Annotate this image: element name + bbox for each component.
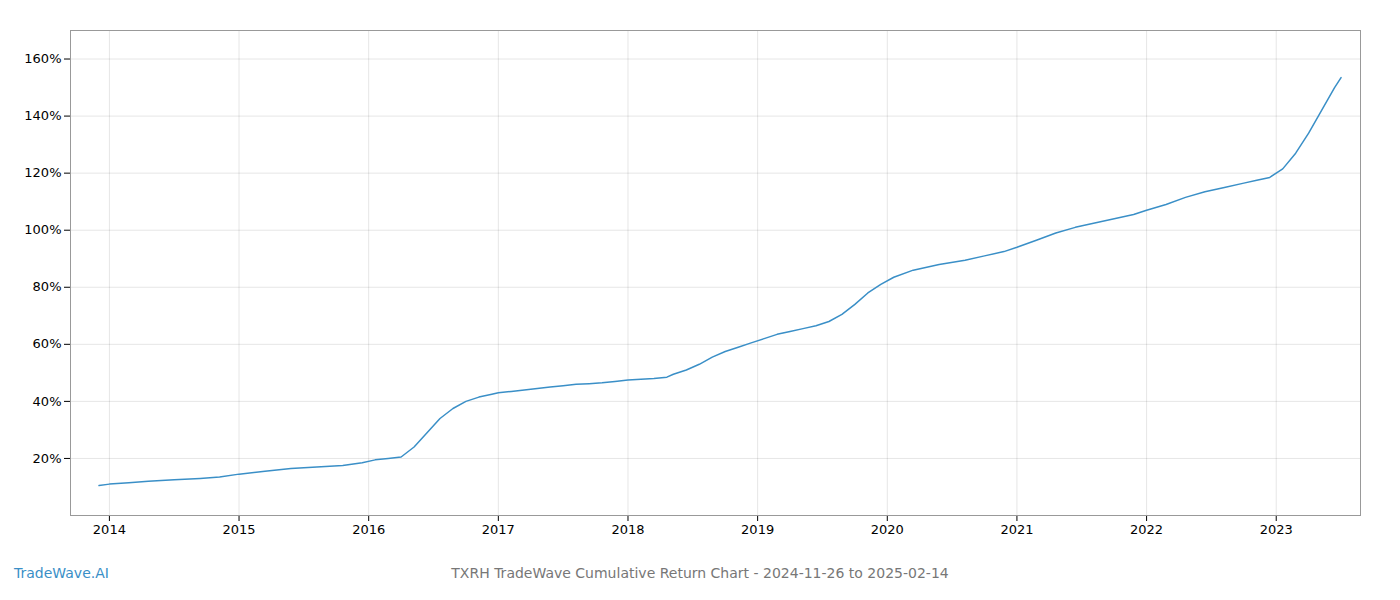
svg-text:2015: 2015 (222, 522, 255, 537)
svg-text:80%: 80% (33, 279, 62, 294)
svg-text:20%: 20% (33, 451, 62, 466)
svg-text:100%: 100% (24, 222, 61, 237)
svg-text:140%: 140% (24, 108, 61, 123)
svg-text:2017: 2017 (482, 522, 515, 537)
svg-text:2014: 2014 (93, 522, 126, 537)
svg-text:40%: 40% (33, 394, 62, 409)
html-text:TXRH TradeWave Cumulative Retu: TXRH TradeWave Cumulative Return Chart -… (451, 565, 949, 581)
svg-text:2021: 2021 (1000, 522, 1033, 537)
svg-text:2022: 2022 (1130, 522, 1163, 537)
svg-text:2018: 2018 (611, 522, 644, 537)
svg-text:160%: 160% (24, 51, 61, 66)
svg-text:2023: 2023 (1260, 522, 1293, 537)
svg-text:2020: 2020 (871, 522, 904, 537)
svg-text:120%: 120% (24, 165, 61, 180)
html-text:TradeWave.AI: TradeWave.AI (14, 565, 109, 581)
svg-text:2016: 2016 (352, 522, 385, 537)
svg-text:2019: 2019 (741, 522, 774, 537)
svg-text:60%: 60% (33, 336, 62, 351)
